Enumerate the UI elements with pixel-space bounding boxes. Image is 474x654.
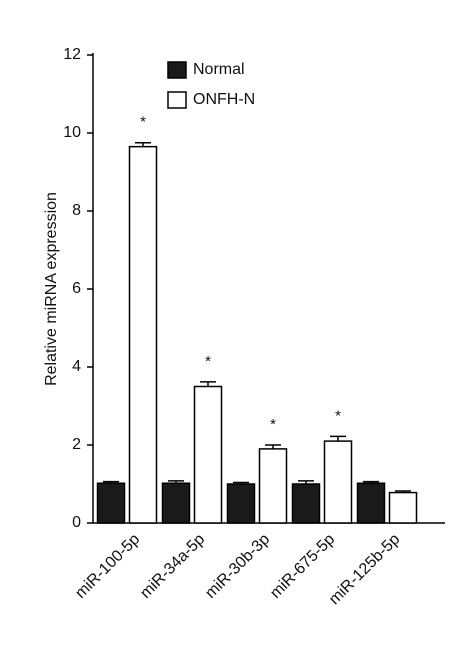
error-bar [135, 142, 151, 147]
y-tick-label: 10 [63, 124, 81, 141]
bar [193, 385, 223, 524]
bar [258, 448, 288, 524]
legend-label: Normal [193, 61, 245, 78]
legend-swatch [167, 91, 187, 109]
error-bar [233, 481, 249, 484]
error-bar [168, 480, 184, 484]
bar [291, 483, 321, 524]
y-tick-label: 8 [72, 202, 81, 219]
error-bar [298, 480, 314, 484]
error-bar [395, 490, 411, 493]
error-bar [363, 480, 379, 484]
bar [323, 440, 353, 524]
bar [128, 145, 158, 524]
significance-mark: * [140, 114, 146, 131]
y-tick-label: 6 [72, 280, 81, 297]
significance-mark: * [205, 353, 211, 370]
error-bar [265, 444, 281, 449]
significance-mark: * [270, 416, 276, 433]
legend-label: ONFH-N [193, 91, 255, 108]
bar [96, 482, 126, 524]
x-tick-label: miR-34a-5p [137, 531, 208, 602]
y-axis-label: Relative miRNA expression [43, 192, 60, 386]
bar [161, 482, 191, 524]
error-bar [200, 381, 216, 387]
y-tick-label: 0 [72, 514, 81, 531]
y-tick-label: 2 [72, 436, 81, 453]
significance-mark: * [335, 407, 341, 424]
bar [388, 491, 418, 524]
error-bar [103, 480, 119, 484]
x-tick-label: miR-100-5p [72, 531, 143, 602]
y-tick-label: 12 [63, 46, 81, 63]
y-tick-label: 4 [72, 358, 81, 375]
bar [356, 482, 386, 524]
bar [226, 483, 256, 524]
x-tick-label: miR-30b-3p [202, 531, 273, 602]
error-bar [330, 435, 346, 442]
legend-swatch [167, 61, 187, 79]
x-tick-label: miR-675-5p [267, 531, 338, 602]
